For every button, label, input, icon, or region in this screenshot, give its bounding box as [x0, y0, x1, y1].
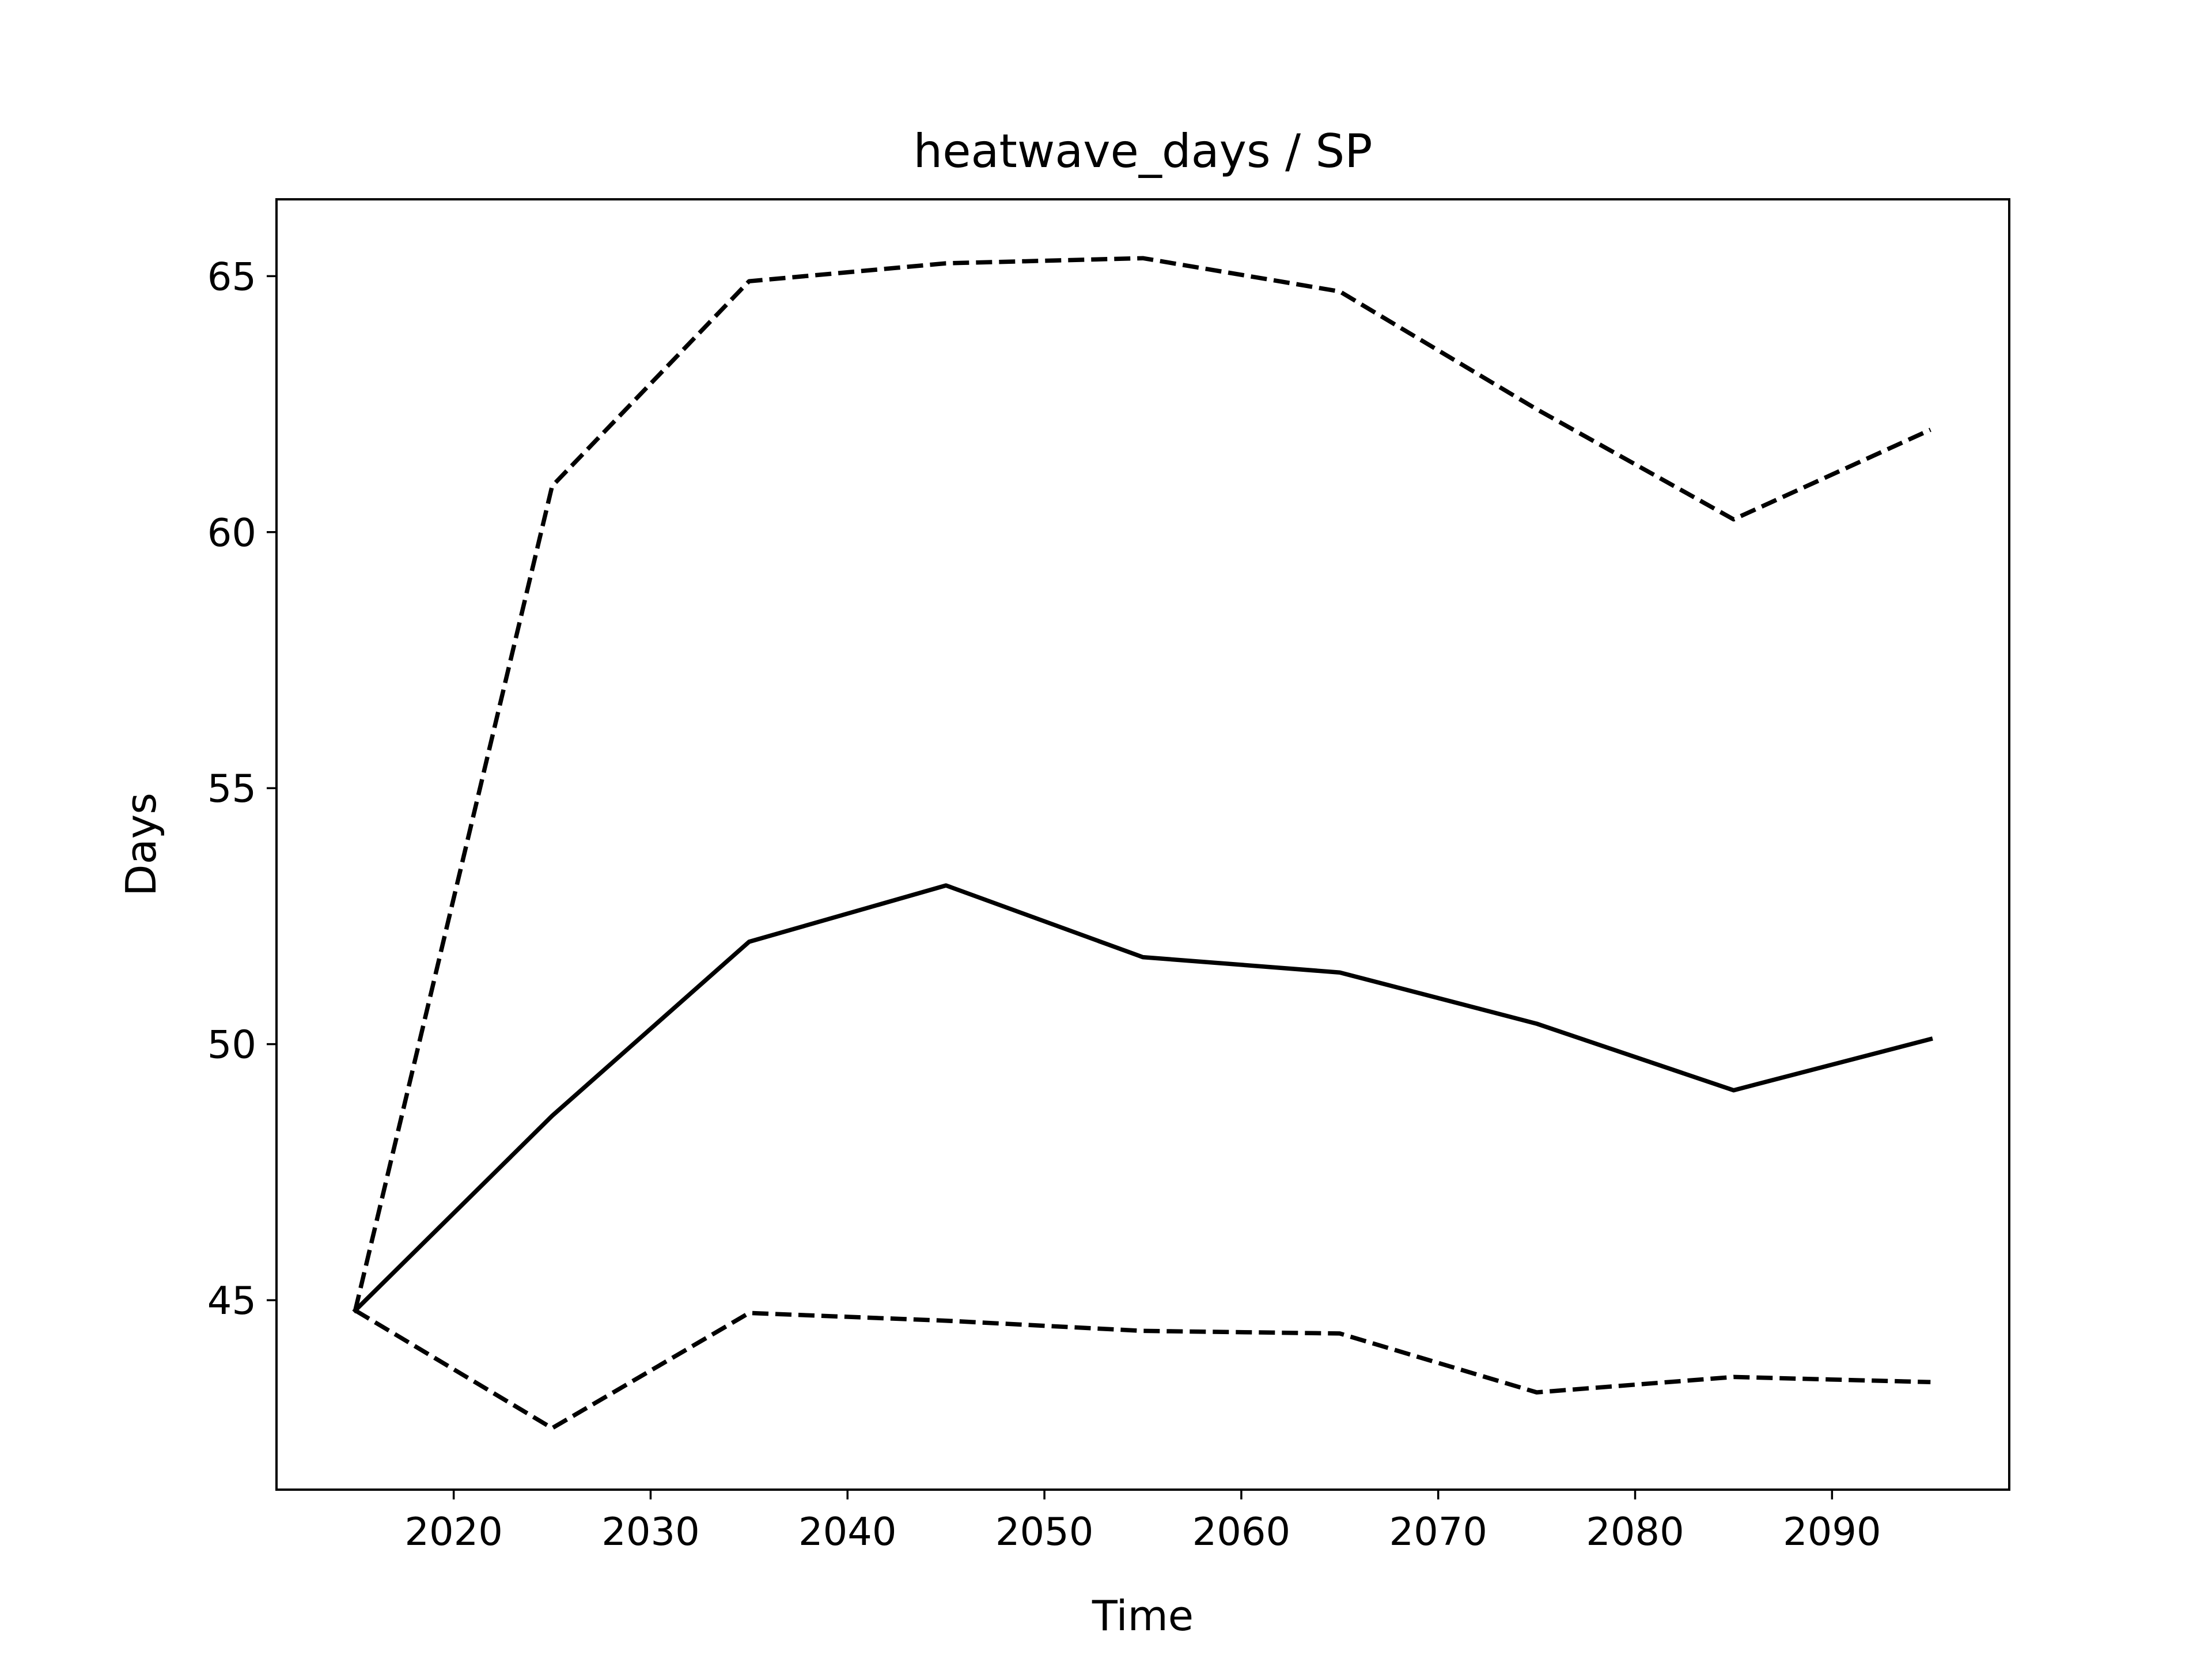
x-tick-label: 2070 — [1389, 1509, 1487, 1554]
x-tick-label: 2040 — [798, 1509, 897, 1554]
x-tick-label: 2060 — [1192, 1509, 1291, 1554]
x-tick-label: 2050 — [995, 1509, 1094, 1554]
chart-title: heatwave_days / SP — [914, 124, 1373, 178]
x-axis-ticks: 2020 2030 2040 2050 2060 2070 2080 2090 — [404, 1490, 1881, 1554]
series-line-2-dashed — [353, 256, 1931, 1311]
x-axis-label: Time — [1092, 1592, 1194, 1640]
series-line-3-dashed — [354, 1308, 1931, 1431]
x-tick-label: 2080 — [1586, 1509, 1684, 1554]
x-tick-label: 2020 — [404, 1509, 503, 1554]
y-tick-label: 50 — [207, 1022, 256, 1067]
y-tick-label: 65 — [207, 254, 256, 299]
plot-area-frame — [275, 198, 2010, 1491]
y-tick-label: 60 — [207, 510, 256, 555]
x-tick-label: 2030 — [601, 1509, 700, 1554]
y-tick-label: 45 — [207, 1278, 256, 1323]
y-tick-label: 55 — [207, 766, 256, 811]
x-tick-label: 2090 — [1783, 1509, 1881, 1554]
y-axis-ticks: 45 50 55 60 65 — [207, 254, 276, 1323]
series-layer — [352, 256, 1933, 1431]
series-line-1-solid — [352, 883, 1933, 1314]
y-axis-label: Days — [117, 793, 165, 896]
